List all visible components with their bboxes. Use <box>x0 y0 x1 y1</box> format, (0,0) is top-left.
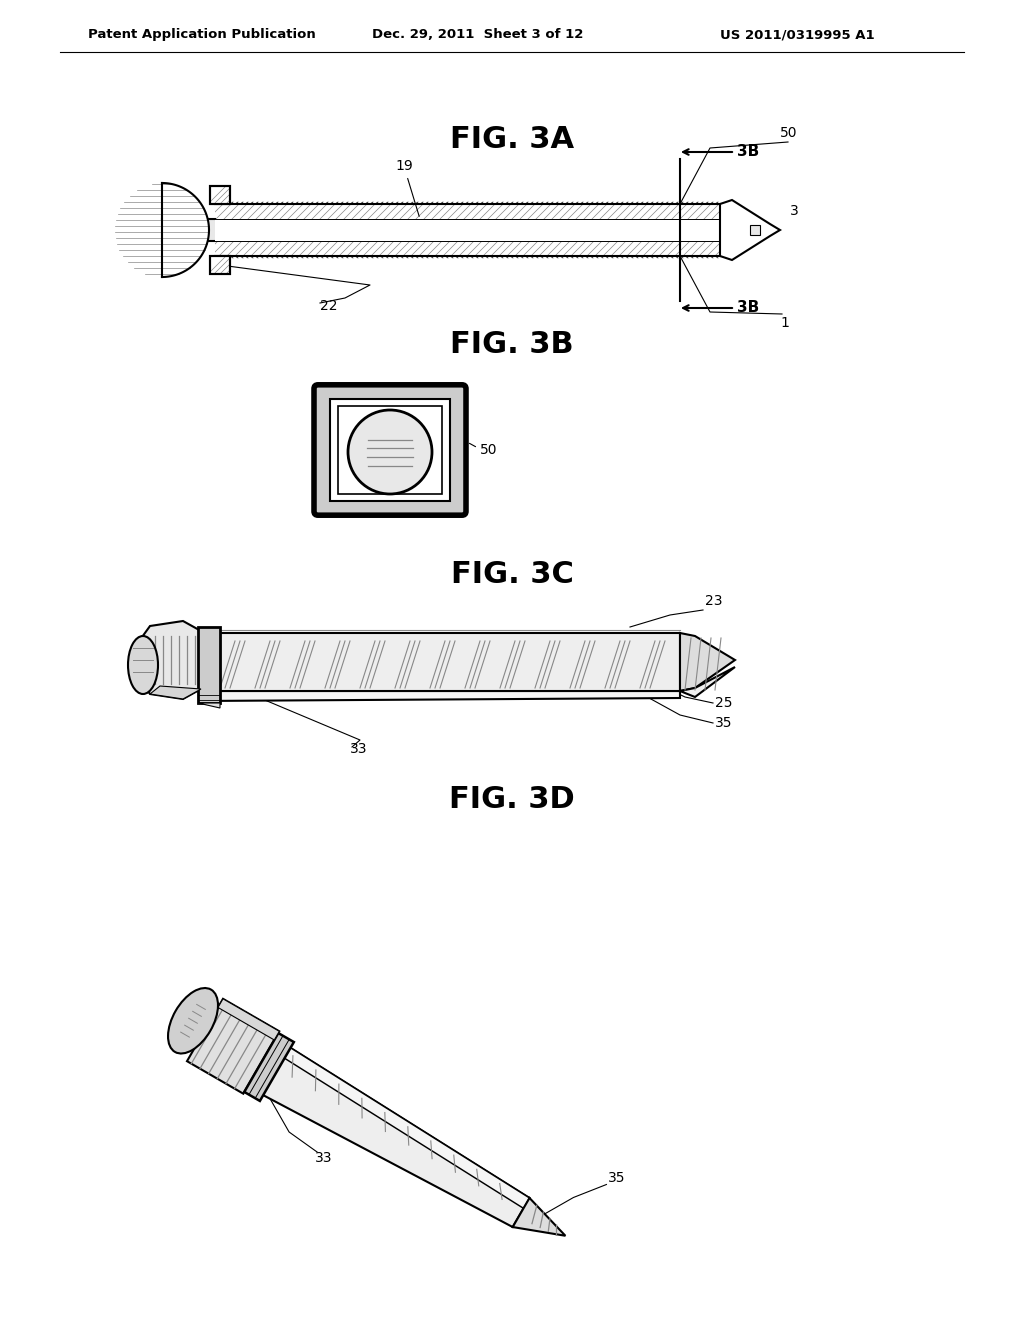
Text: 23: 23 <box>705 594 723 609</box>
Text: Patent Application Publication: Patent Application Publication <box>88 28 315 41</box>
Polygon shape <box>720 201 780 260</box>
Text: Dec. 29, 2011  Sheet 3 of 12: Dec. 29, 2011 Sheet 3 of 12 <box>372 28 584 41</box>
Polygon shape <box>269 1039 529 1208</box>
Bar <box>210 186 230 205</box>
Text: FIG. 3C: FIG. 3C <box>451 560 573 589</box>
Text: 3: 3 <box>790 205 799 218</box>
Polygon shape <box>245 1034 294 1101</box>
Polygon shape <box>150 686 201 700</box>
Polygon shape <box>187 999 280 1094</box>
Text: 3B: 3B <box>737 144 759 160</box>
Text: 3B: 3B <box>737 301 759 315</box>
FancyBboxPatch shape <box>314 385 466 515</box>
Text: 35: 35 <box>608 1172 626 1185</box>
Text: FIG. 3A: FIG. 3A <box>450 125 574 154</box>
Bar <box>210 256 230 275</box>
Ellipse shape <box>168 989 218 1053</box>
Text: 22: 22 <box>319 300 338 313</box>
Text: 25: 25 <box>715 696 732 710</box>
Polygon shape <box>162 183 209 277</box>
Bar <box>338 405 442 494</box>
Polygon shape <box>200 690 680 701</box>
Polygon shape <box>215 205 720 256</box>
Bar <box>162 219 215 242</box>
Ellipse shape <box>128 636 158 694</box>
Bar <box>330 399 450 502</box>
Polygon shape <box>247 1039 529 1228</box>
Bar <box>210 256 230 275</box>
Text: 33: 33 <box>350 742 368 756</box>
Polygon shape <box>200 634 680 690</box>
Polygon shape <box>137 620 201 700</box>
Polygon shape <box>198 704 220 708</box>
Bar <box>198 627 220 704</box>
Polygon shape <box>218 999 280 1040</box>
Polygon shape <box>210 186 230 205</box>
Text: 35: 35 <box>715 715 732 730</box>
Bar <box>215 205 720 256</box>
Polygon shape <box>680 667 735 697</box>
Text: 50: 50 <box>480 444 498 457</box>
Circle shape <box>348 411 432 494</box>
Polygon shape <box>210 256 230 275</box>
Bar <box>210 186 230 205</box>
Polygon shape <box>680 634 735 690</box>
Text: FIG. 3B: FIG. 3B <box>451 330 573 359</box>
Bar <box>750 224 760 235</box>
Bar <box>215 219 720 242</box>
Text: 33: 33 <box>315 1151 333 1166</box>
Text: 50: 50 <box>780 125 798 140</box>
Text: 1: 1 <box>780 315 788 330</box>
Text: US 2011/0319995 A1: US 2011/0319995 A1 <box>720 28 874 41</box>
Polygon shape <box>513 1199 565 1236</box>
Text: FIG. 3D: FIG. 3D <box>450 785 574 814</box>
Text: 19: 19 <box>395 158 419 216</box>
